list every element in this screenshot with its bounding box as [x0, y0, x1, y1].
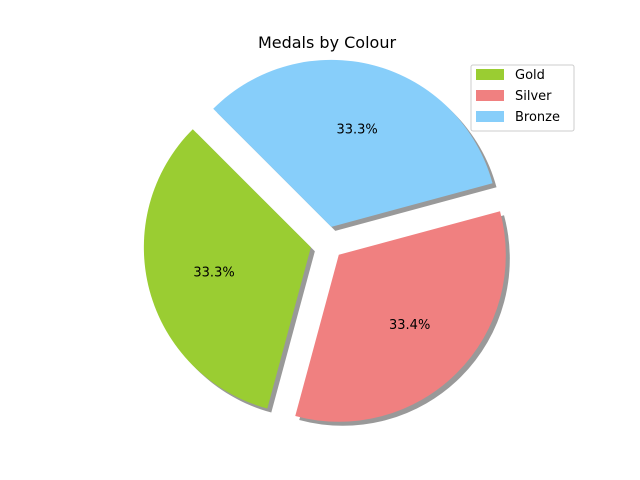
legend-label-silver: Silver: [515, 89, 552, 104]
chart-title: Medals by Colour: [258, 33, 397, 52]
legend-label-gold: Gold: [515, 68, 545, 83]
slice-silver: [295, 211, 506, 422]
percent-label-bronze: 33.3%: [336, 123, 377, 138]
slice-bronze: [213, 59, 493, 227]
slice-gold: [143, 129, 311, 409]
percent-labels: 33.3% 33.4% 33.3%: [193, 123, 430, 334]
legend: Gold Silver Bronze: [470, 64, 575, 132]
legend-label-bronze: Bronze: [515, 110, 560, 125]
legend-swatch-silver: [476, 90, 504, 101]
percent-label-silver: 33.4%: [389, 318, 430, 333]
legend-swatch-bronze: [476, 111, 504, 122]
percent-label-gold: 33.3%: [193, 266, 234, 281]
pie-slices: [143, 59, 506, 422]
legend-swatch-gold: [476, 69, 504, 80]
